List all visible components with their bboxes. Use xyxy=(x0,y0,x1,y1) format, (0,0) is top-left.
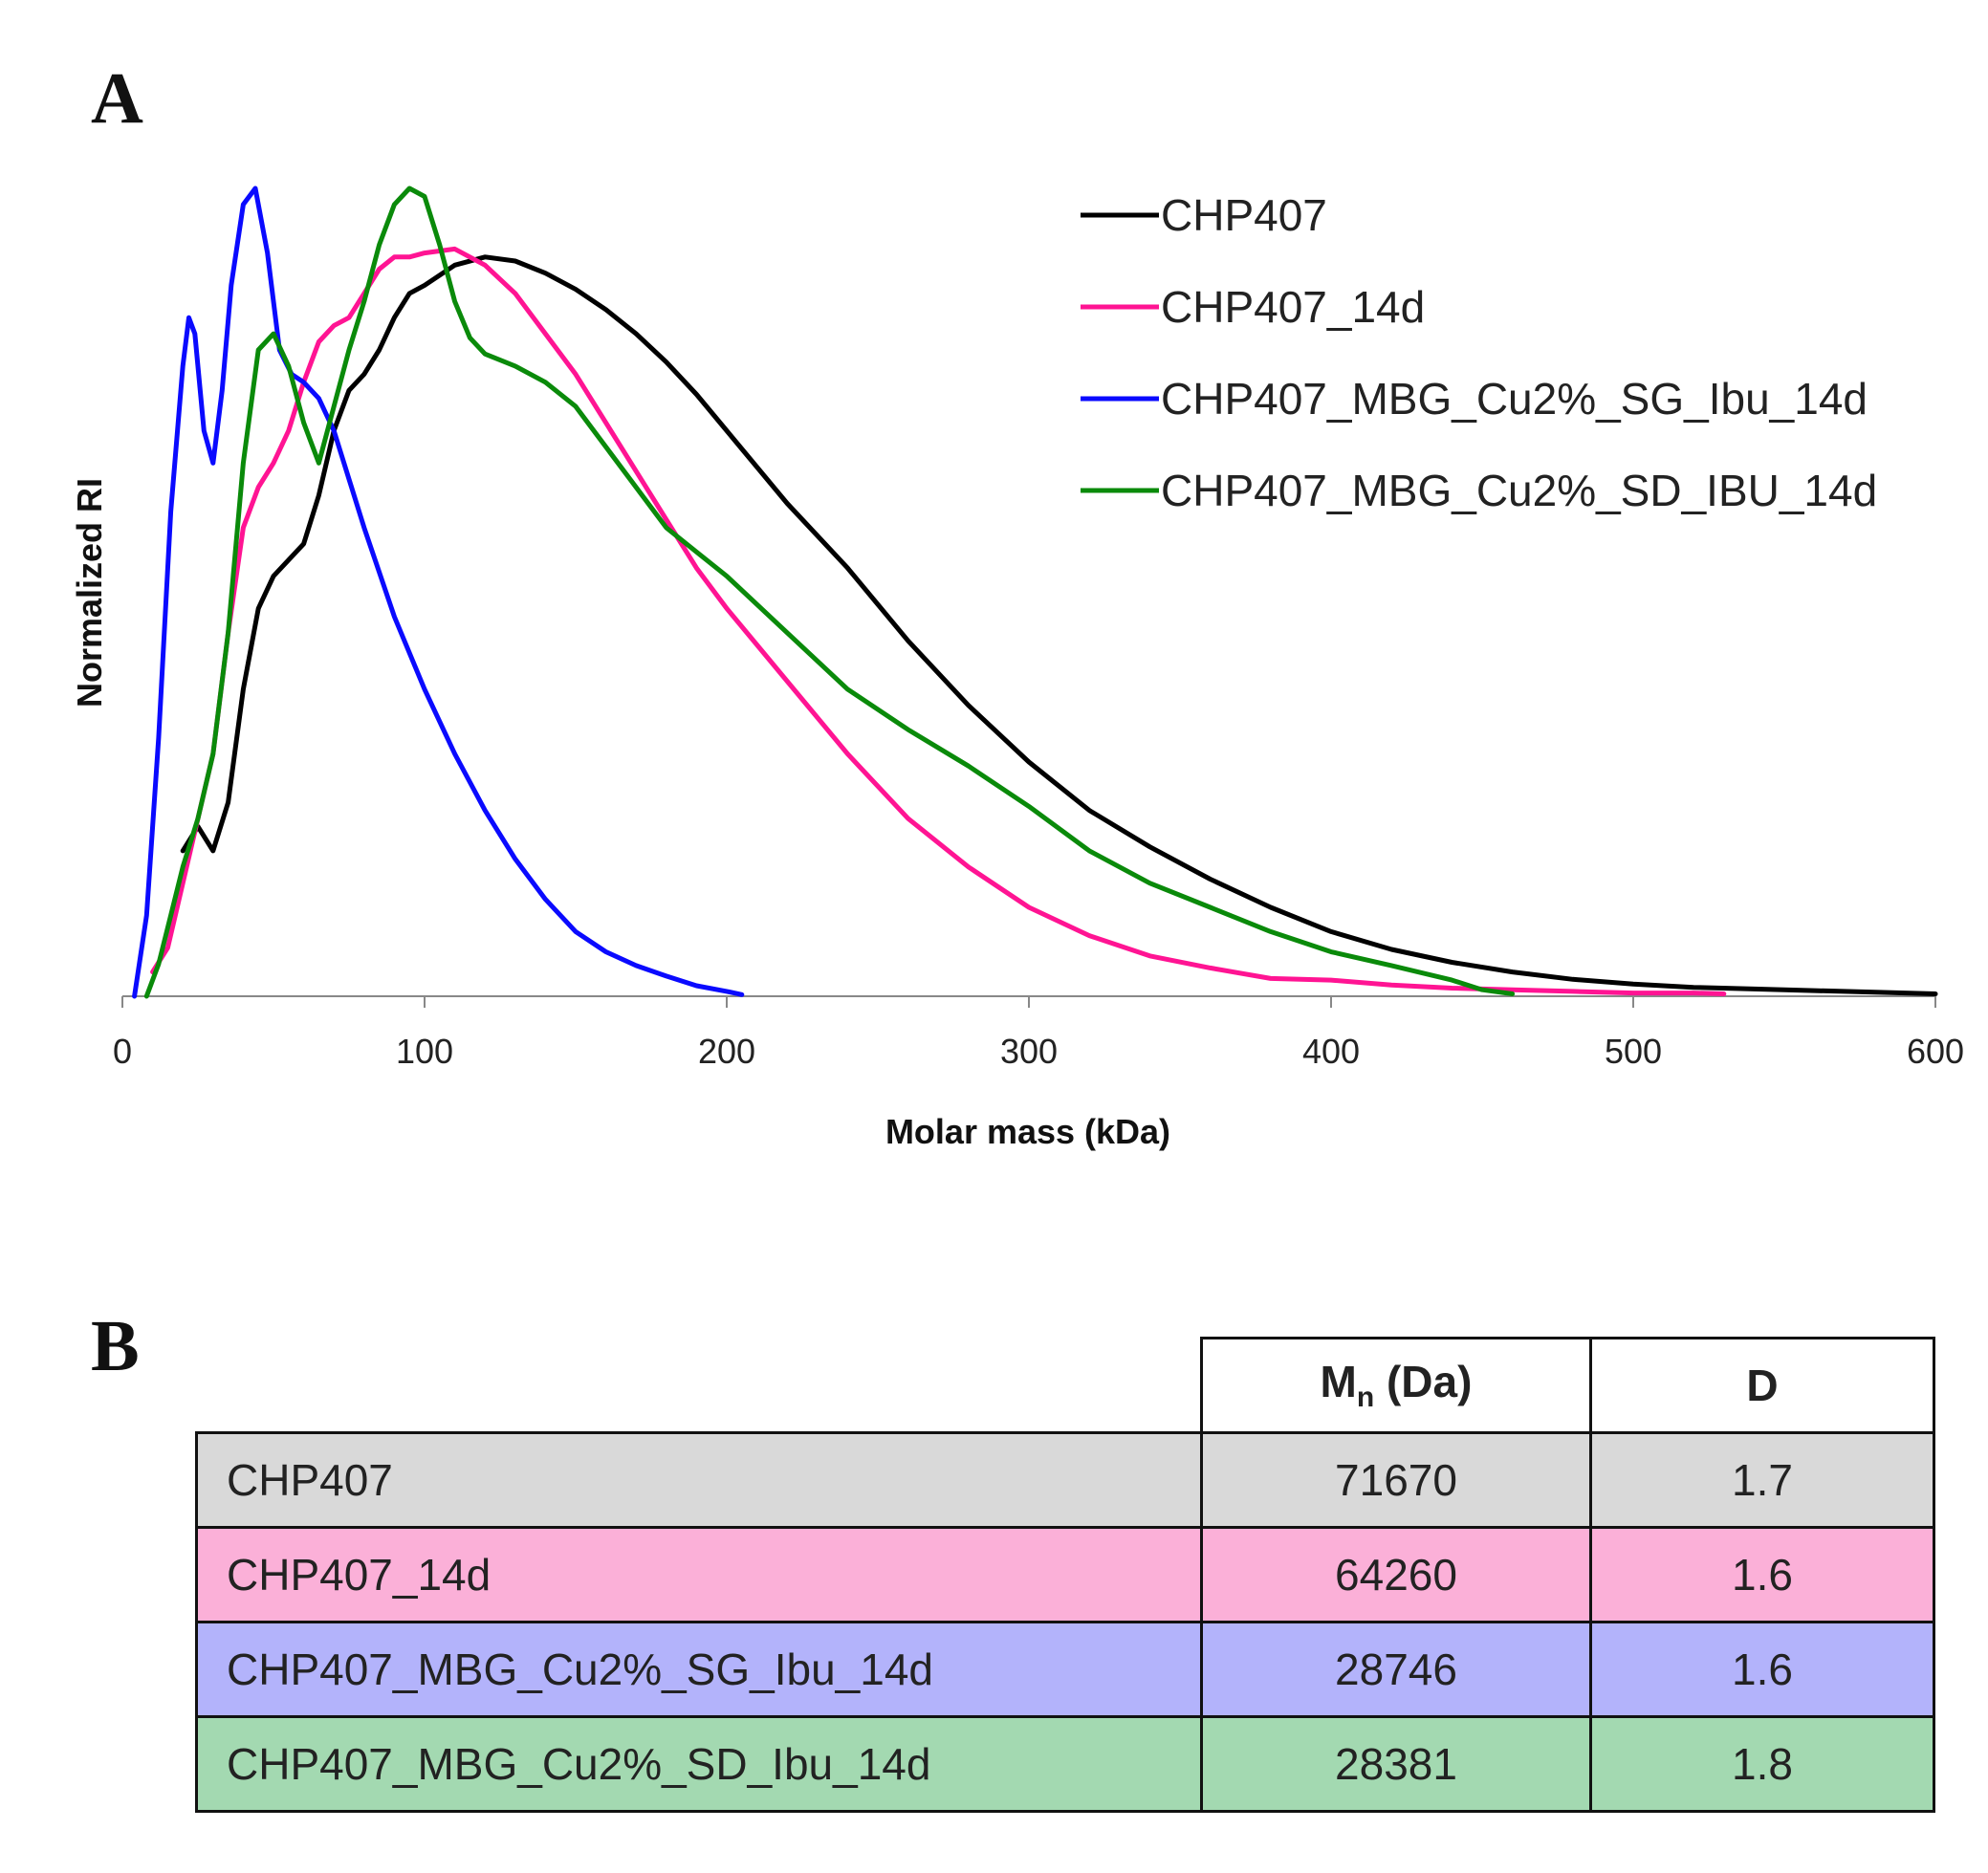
table-row: CHP407_14d 64260 1.6 xyxy=(195,1526,1935,1623)
mn-header-main: M xyxy=(1320,1357,1357,1407)
table-row: CHP407_MBG_Cu2%_SD_Ibu_14d 28381 1.8 xyxy=(195,1715,1935,1813)
row-d-value: 1.6 xyxy=(1589,1621,1935,1718)
chart-series xyxy=(132,185,1938,999)
x-tick-label: 300 xyxy=(1000,1032,1058,1071)
row-sample-name: CHP407 xyxy=(195,1431,1203,1529)
x-tick-label: 0 xyxy=(113,1032,132,1071)
row-d-value: 1.7 xyxy=(1589,1431,1935,1529)
mn-header-sub: n xyxy=(1356,1382,1375,1414)
row-mn-value: 28746 xyxy=(1200,1621,1592,1718)
chart-axes: 0 100 200 300 400 500 600 xyxy=(113,995,1964,1071)
row-d-value: 1.8 xyxy=(1589,1715,1935,1813)
series-line-2 xyxy=(132,185,745,999)
row-mn-value: 71670 xyxy=(1200,1431,1592,1529)
row-mn-value: 28381 xyxy=(1200,1715,1592,1813)
results-table: Mn (Da) D CHP407 71670 1.7 CHP407_14d 64… xyxy=(195,1337,1935,1813)
series-line-3 xyxy=(143,185,1516,999)
legend-label: CHP407_14d xyxy=(1161,282,1425,332)
table-row: CHP407_MBG_Cu2%_SG_Ibu_14d 28746 1.6 xyxy=(195,1621,1935,1718)
molar-mass-chart: 0 100 200 300 400 500 600 CHP407CHP407_14dCHP4… xyxy=(70,185,1964,1151)
row-sample-name: CHP407_MBG_Cu2%_SD_Ibu_14d xyxy=(195,1715,1203,1813)
row-d-value: 1.6 xyxy=(1589,1526,1935,1623)
series-line-0 xyxy=(180,254,1938,996)
panel-b-label: B xyxy=(91,1306,140,1386)
chart-legend: CHP407 CHP407_14d CHP407_MBG_Cu2%_SG_Ibu_1… xyxy=(1081,190,1877,515)
x-tick-label: 500 xyxy=(1605,1032,1662,1071)
mn-header: Mn (Da) xyxy=(1200,1337,1592,1434)
table-header-blank xyxy=(197,1339,1202,1433)
y-axis-title: Normalized RI xyxy=(70,478,109,708)
row-sample-name: CHP407_14d xyxy=(195,1526,1203,1623)
panel-a-label: A xyxy=(91,58,143,139)
d-header: D xyxy=(1589,1337,1935,1434)
row-sample-name: CHP407_MBG_Cu2%_SG_Ibu_14d xyxy=(195,1621,1203,1718)
x-axis-title: Molar mass (kDa) xyxy=(885,1112,1170,1151)
series-line-1 xyxy=(150,246,1727,996)
x-tick-label: 400 xyxy=(1302,1032,1360,1071)
legend-label: CHP407_MBG_Cu2%_SD_IBU_14d xyxy=(1161,466,1877,515)
mn-header-unit: (Da) xyxy=(1374,1357,1473,1407)
x-tick-label: 100 xyxy=(396,1032,453,1071)
legend-label: CHP407 xyxy=(1161,190,1327,240)
x-tick-label: 600 xyxy=(1907,1032,1964,1071)
table-row: CHP407 71670 1.7 xyxy=(195,1431,1935,1529)
x-tick-label: 200 xyxy=(698,1032,755,1071)
row-mn-value: 64260 xyxy=(1200,1526,1592,1623)
legend-label: CHP407_MBG_Cu2%_SG_Ibu_14d xyxy=(1161,374,1868,424)
table-header-row: Mn (Da) D xyxy=(197,1337,1935,1434)
